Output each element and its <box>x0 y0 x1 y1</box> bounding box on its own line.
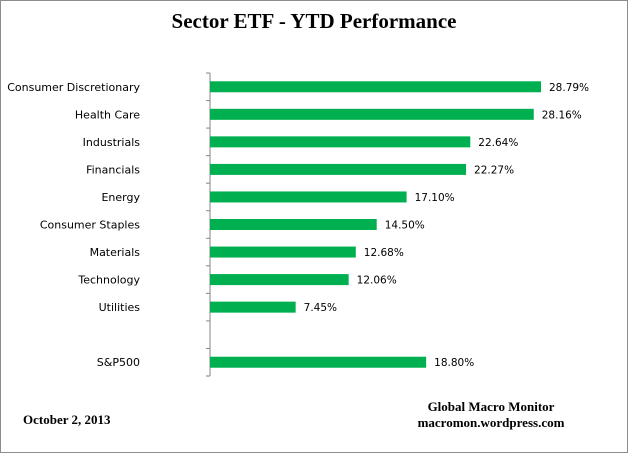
data-label: 28.16% <box>542 109 582 121</box>
date-label: October 2, 2013 <box>23 412 111 427</box>
bar <box>210 246 356 258</box>
bar <box>210 81 541 93</box>
source-name: Global Macro Monitor <box>427 399 555 414</box>
source-credit: Global Macro Monitor macromon.wordpress.… <box>381 399 601 431</box>
category-label: S&P500 <box>97 356 140 369</box>
bar <box>210 274 349 286</box>
data-label: 18.80% <box>434 357 474 369</box>
bar <box>210 136 471 148</box>
category-label: Utilities <box>99 301 141 314</box>
category-label: Materials <box>90 246 141 259</box>
category-label: Energy <box>101 191 140 204</box>
data-label: 12.68% <box>364 247 404 259</box>
bar <box>210 191 407 203</box>
data-label: 28.79% <box>549 82 589 94</box>
bar <box>210 219 377 230</box>
bar <box>210 108 534 120</box>
chart-title: Sector ETF - YTD Performance <box>171 9 457 33</box>
data-label: 12.06% <box>357 275 397 287</box>
data-label: 14.50% <box>385 220 425 232</box>
data-label: 22.27% <box>474 164 514 176</box>
category-label: Health Care <box>75 108 140 121</box>
category-label: Consumer Discretionary <box>7 81 140 94</box>
data-label: 22.64% <box>478 137 518 149</box>
source-url: macromon.wordpress.com <box>417 415 565 430</box>
bar <box>210 301 296 313</box>
bar <box>210 163 467 175</box>
category-label: Technology <box>77 274 140 287</box>
category-label: Industrials <box>83 136 141 149</box>
data-label: 7.45% <box>304 302 337 314</box>
bar <box>210 356 427 368</box>
data-label: 17.10% <box>415 192 455 204</box>
category-label: Financials <box>86 163 140 176</box>
category-label: Consumer Staples <box>40 219 140 232</box>
